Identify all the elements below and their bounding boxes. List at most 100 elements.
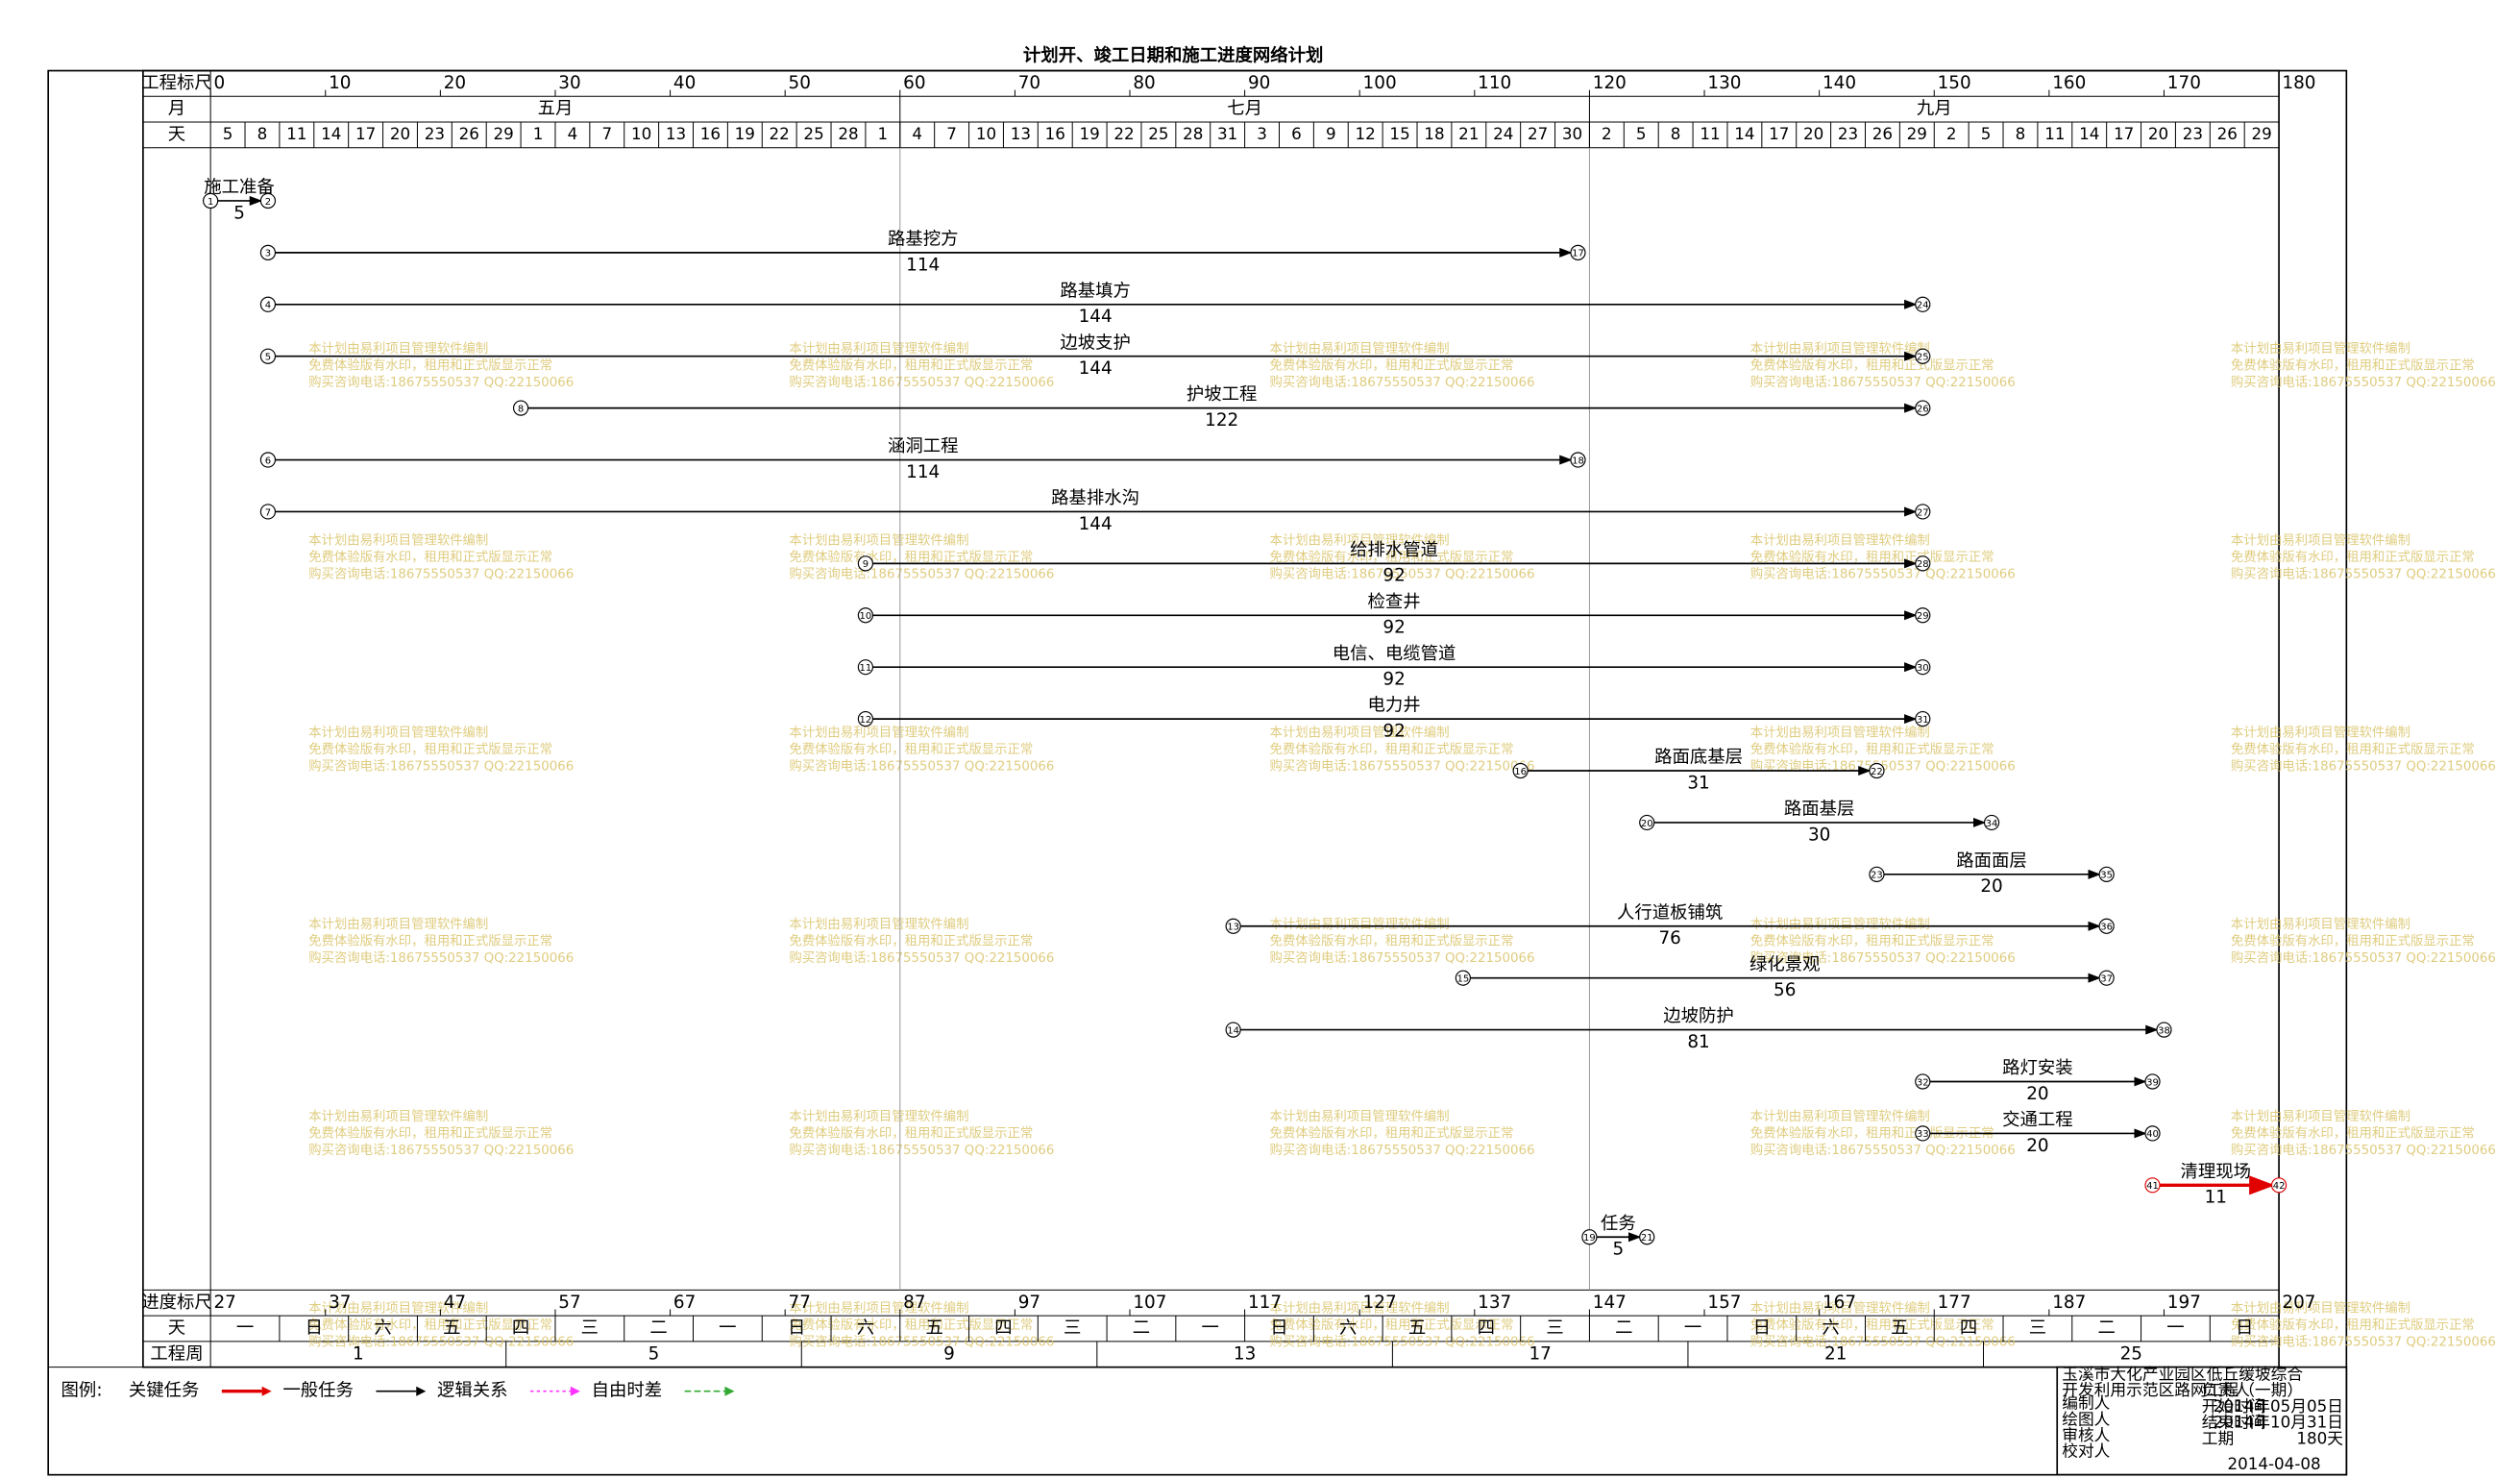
- watermark: 本计划由易利项目管理软件编制: [789, 533, 968, 549]
- day-label: 28: [1183, 124, 1203, 143]
- watermark: 免费体验版有水印，租用和正式版显示正常: [308, 1318, 552, 1333]
- watermark: 本计划由易利项目管理软件编制: [308, 1109, 488, 1124]
- watermark: 免费体验版有水印，租用和正式版显示正常: [308, 934, 552, 949]
- node-label: 15: [1456, 974, 1469, 985]
- day-label: 4: [568, 124, 578, 143]
- task-duration: 20: [2026, 1084, 2048, 1104]
- field-value: 2014年10月31日: [2214, 1413, 2343, 1432]
- watermark: 购买咨询电话:18675550537 QQ:22150066: [1270, 375, 1535, 390]
- task-duration: 114: [906, 462, 940, 482]
- task-name: 绿化景观: [1749, 954, 1821, 974]
- day-label: 30: [1562, 124, 1582, 143]
- node: [259, 244, 277, 260]
- node-label: 12: [860, 715, 872, 726]
- task-name: 交通工程: [2002, 1110, 2073, 1130]
- node: [1581, 1229, 1598, 1245]
- field-label: 结束时间: [2202, 1413, 2266, 1432]
- legend-label: 一般任务: [282, 1381, 354, 1401]
- weekday-label: 六: [857, 1318, 874, 1339]
- node: [1915, 659, 1931, 676]
- day-label: 22: [770, 124, 790, 143]
- watermark: 免费体验版有水印，租用和正式版显示正常: [1270, 357, 1514, 373]
- day-label: 23: [2183, 124, 2203, 143]
- node-label: 22: [1871, 767, 1883, 777]
- watermark: 购买咨询电话:18675550537 QQ:22150066: [308, 758, 574, 774]
- node: [512, 400, 529, 416]
- node: [259, 192, 277, 209]
- day-label: 29: [1907, 124, 1927, 143]
- legend-arrowhead: [261, 1386, 272, 1396]
- watermark: 免费体验版有水印，租用和正式版显示正常: [789, 357, 1033, 373]
- node-label: 35: [2100, 871, 2113, 881]
- node-label: 1: [208, 197, 213, 208]
- chart-title: 计划开、竣工日期和施工进度网络计划: [1023, 45, 1323, 66]
- day-label: 5: [223, 124, 233, 143]
- watermark: 本计划由易利项目管理软件编制: [789, 725, 968, 740]
- x-tick-label: 70: [1018, 73, 1040, 93]
- row-label: 工程标尺: [141, 73, 212, 93]
- day-label: 13: [666, 124, 686, 143]
- progress-tick-label: 27: [213, 1293, 235, 1313]
- day-label: 6: [1291, 124, 1302, 143]
- progress-tick-label: 107: [1133, 1293, 1166, 1313]
- legend-label: 自由时差: [592, 1381, 663, 1401]
- plan-date: 2014-04-08: [2227, 1454, 2320, 1473]
- row-label: 进度标尺: [141, 1293, 212, 1313]
- progress-tick-label: 187: [2052, 1293, 2086, 1313]
- week-label: 13: [1234, 1343, 1256, 1364]
- watermark: 购买咨询电话:18675550537 QQ:22150066: [789, 758, 1054, 774]
- watermark: 购买咨询电话:18675550537 QQ:22150066: [308, 567, 574, 582]
- x-tick-label: 10: [329, 73, 351, 93]
- node: [1869, 762, 1885, 779]
- task-duration: 76: [1658, 928, 1680, 948]
- watermark: 免费体验版有水印，租用和正式版显示正常: [1270, 934, 1514, 949]
- node: [2156, 1022, 2172, 1038]
- x-tick-label: 90: [1248, 73, 1270, 93]
- watermark: 购买咨询电话:18675550537 QQ:22150066: [308, 1335, 574, 1350]
- watermark: 免费体验版有水印，租用和正式版显示正常: [789, 1125, 1033, 1141]
- node-label: 20: [1641, 819, 1653, 829]
- task-name: 路基填方: [1060, 281, 1131, 301]
- weekday-label: 日: [1753, 1318, 1771, 1339]
- task-duration: 30: [1808, 825, 1830, 845]
- watermark: 免费体验版有水印，租用和正式版显示正常: [1750, 934, 1994, 949]
- progress-tick-label: 117: [1248, 1293, 1282, 1313]
- node: [1915, 1125, 1931, 1142]
- weekday-label: 二: [649, 1318, 667, 1339]
- watermark: 免费体验版有水印，租用和正式版显示正常: [2231, 550, 2475, 565]
- progress-tick-label: 167: [1823, 1293, 1856, 1313]
- month-label: 七月: [1227, 99, 1262, 119]
- node-label: 42: [2273, 1181, 2286, 1192]
- watermark: 本计划由易利项目管理软件编制: [1270, 533, 1450, 549]
- progress-tick-label: 137: [1478, 1293, 1511, 1313]
- task-name: 电信、电缆管道: [1333, 644, 1456, 664]
- people-label: 绘图人: [2062, 1409, 2110, 1428]
- node-label: 23: [1871, 871, 1883, 881]
- watermark: 本计划由易利项目管理软件编制: [1270, 917, 1450, 932]
- node-label: 24: [1917, 301, 1929, 311]
- watermark: 免费体验版有水印，租用和正式版显示正常: [2231, 1125, 2475, 1141]
- node: [1915, 1073, 1931, 1090]
- week-label: 9: [943, 1343, 955, 1364]
- task-duration: 144: [1079, 307, 1113, 327]
- watermark: 免费体验版有水印，租用和正式版显示正常: [1750, 1318, 1994, 1333]
- watermark: 免费体验版有水印，租用和正式版显示正常: [789, 1318, 1033, 1333]
- node: [1915, 348, 1931, 364]
- watermark: 本计划由易利项目管理软件编制: [2231, 1109, 2410, 1124]
- watermark: 本计划由易利项目管理软件编制: [2231, 533, 2410, 549]
- task-name: 路基挖方: [888, 230, 959, 250]
- node-label: 26: [1917, 404, 1929, 414]
- node-label: 39: [2146, 1077, 2159, 1088]
- watermark: 购买咨询电话:18675550537 QQ:22150066: [1750, 1143, 2016, 1158]
- legend-arrowhead: [724, 1386, 735, 1396]
- day-label: 7: [601, 124, 612, 143]
- node-label: 11: [860, 663, 872, 674]
- weekday-label: 一: [1684, 1318, 1701, 1339]
- day-label: 24: [1493, 124, 1513, 143]
- legend-title: 图例:: [61, 1381, 103, 1401]
- field-value: 180天: [2296, 1428, 2343, 1447]
- watermark: 免费体验版有水印，租用和正式版显示正常: [789, 550, 1033, 565]
- day-label: 3: [1257, 124, 1267, 143]
- progress-tick-label: 87: [903, 1293, 925, 1313]
